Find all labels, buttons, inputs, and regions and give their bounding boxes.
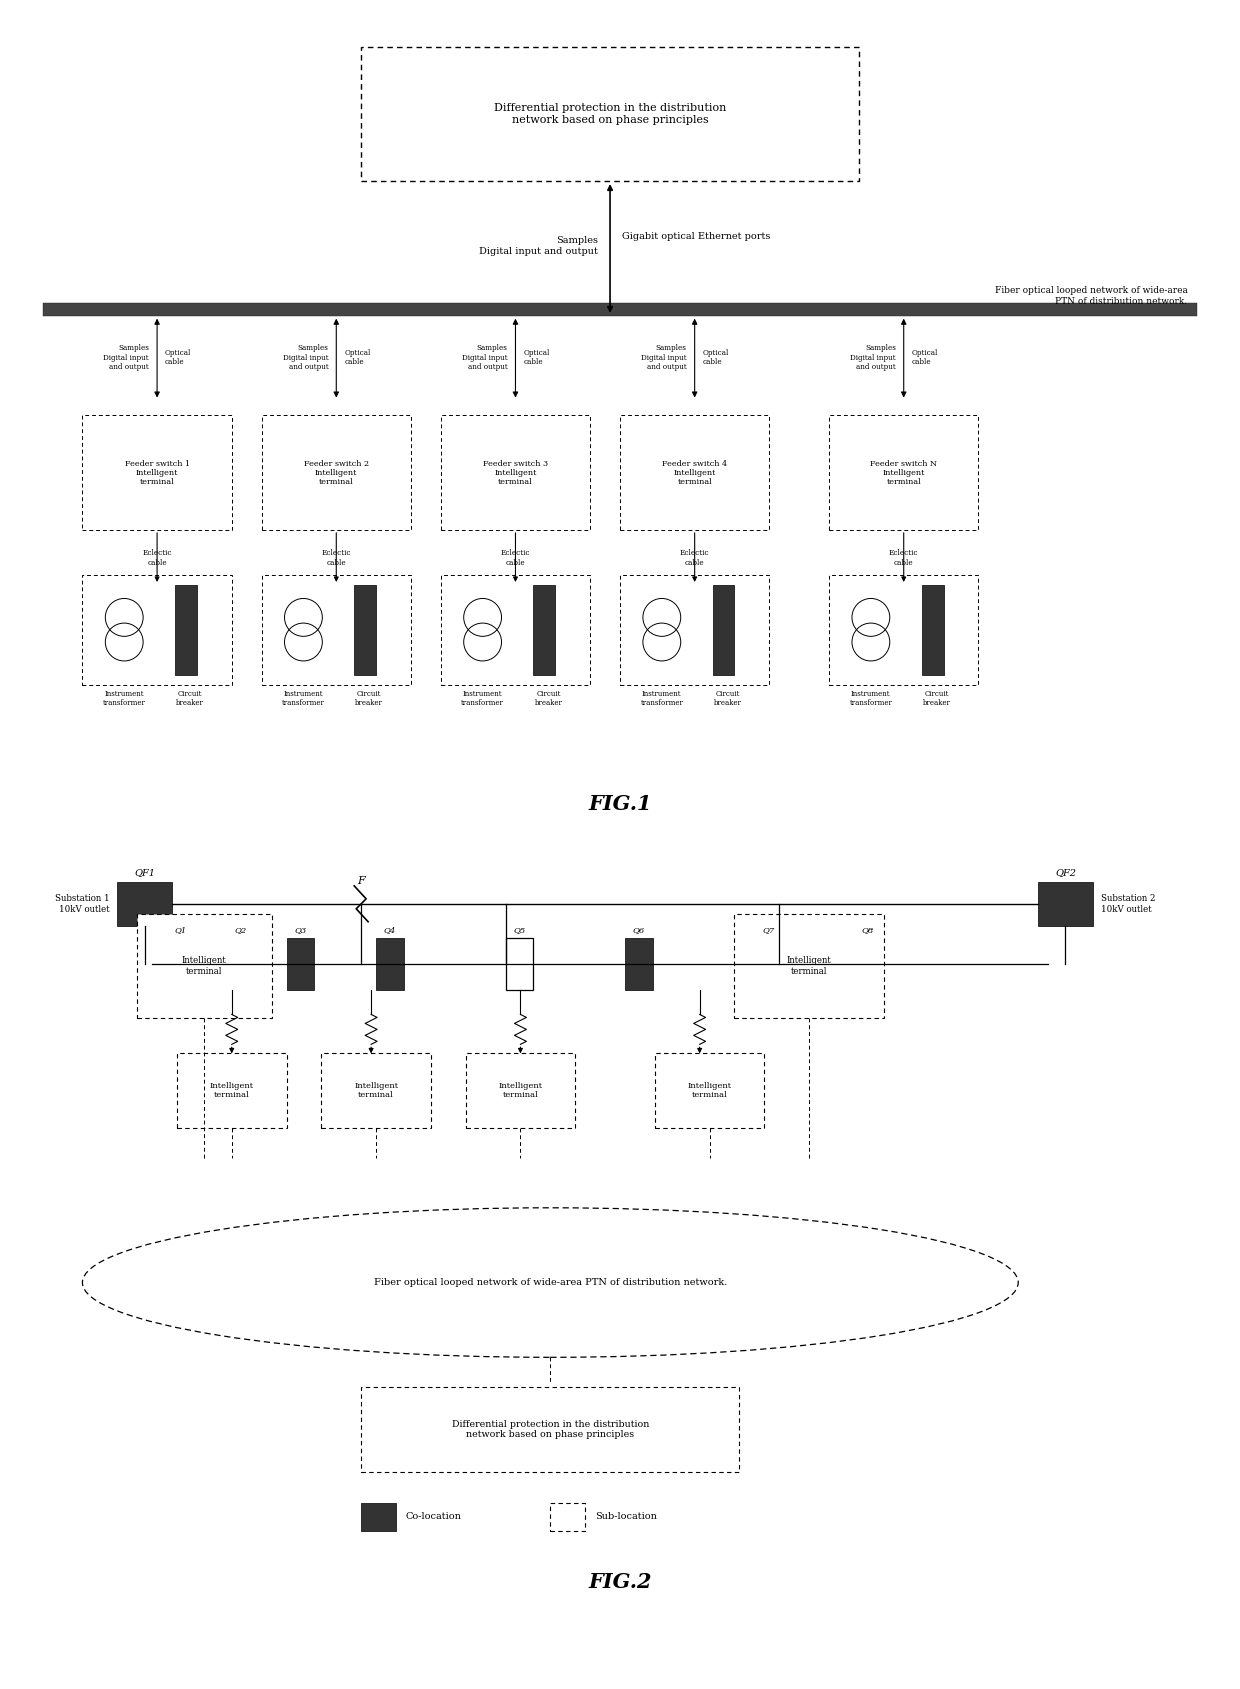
Text: Fiber optical looped network of wide-area
PTN of distribution network.: Fiber optical looped network of wide-are…	[994, 285, 1188, 306]
Text: Intelligent
terminal: Intelligent terminal	[687, 1083, 732, 1100]
Text: Gigabit optical Ethernet ports: Gigabit optical Ethernet ports	[622, 231, 770, 240]
FancyBboxPatch shape	[321, 1054, 430, 1128]
FancyBboxPatch shape	[167, 937, 195, 990]
Text: Samples
Digital input
and output: Samples Digital input and output	[283, 345, 329, 372]
Text: Optical
cable: Optical cable	[703, 350, 729, 367]
Text: Q1: Q1	[175, 926, 187, 934]
Text: Intelligent
terminal: Intelligent terminal	[182, 956, 227, 976]
Text: Instrument
transformer: Instrument transformer	[281, 689, 325, 706]
Text: Samples
Digital input
and output: Samples Digital input and output	[461, 345, 507, 372]
FancyBboxPatch shape	[830, 415, 978, 530]
FancyBboxPatch shape	[286, 937, 315, 990]
Text: Instrument
transformer: Instrument transformer	[461, 689, 503, 706]
Text: Q4: Q4	[384, 926, 396, 934]
FancyBboxPatch shape	[830, 574, 978, 684]
Text: Eclectic
cable: Eclectic cable	[501, 549, 531, 566]
FancyBboxPatch shape	[655, 1054, 764, 1128]
FancyBboxPatch shape	[376, 937, 404, 990]
FancyBboxPatch shape	[175, 584, 197, 674]
FancyBboxPatch shape	[1038, 882, 1092, 926]
Text: Substation 2
10kV outlet: Substation 2 10kV outlet	[1101, 893, 1156, 914]
Text: Feeder switch N
Intelligent
terminal: Feeder switch N Intelligent terminal	[870, 459, 937, 486]
Text: Substation 1
10kV outlet: Substation 1 10kV outlet	[55, 893, 109, 914]
Text: Circuit
breaker: Circuit breaker	[713, 689, 742, 706]
Text: Differential protection in the distribution
network based on phase principles: Differential protection in the distribut…	[451, 1420, 649, 1439]
Text: Feeder switch 2
Intelligent
terminal: Feeder switch 2 Intelligent terminal	[304, 459, 368, 486]
Text: Optical
cable: Optical cable	[165, 350, 191, 367]
Text: Instrument
transformer: Instrument transformer	[640, 689, 683, 706]
FancyBboxPatch shape	[82, 415, 232, 530]
Text: Intelligent
terminal: Intelligent terminal	[355, 1083, 398, 1100]
Text: Optical
cable: Optical cable	[911, 350, 939, 367]
FancyBboxPatch shape	[361, 1387, 739, 1471]
FancyBboxPatch shape	[262, 574, 410, 684]
Text: Intelligent
terminal: Intelligent terminal	[786, 956, 832, 976]
Text: Intelligent
terminal: Intelligent terminal	[210, 1083, 254, 1100]
FancyBboxPatch shape	[506, 937, 533, 990]
Text: Q2: Q2	[234, 926, 247, 934]
FancyBboxPatch shape	[118, 882, 172, 926]
Text: Feeder switch 4
Intelligent
terminal: Feeder switch 4 Intelligent terminal	[662, 459, 727, 486]
Text: Intelligent
terminal: Intelligent terminal	[498, 1083, 543, 1100]
Text: Instrument
transformer: Instrument transformer	[103, 689, 145, 706]
Text: Circuit
breaker: Circuit breaker	[923, 689, 951, 706]
Text: Samples
Digital input and output: Samples Digital input and output	[479, 236, 598, 255]
Text: Sub-location: Sub-location	[595, 1512, 657, 1522]
Text: QF1: QF1	[134, 868, 155, 877]
Text: Samples
Digital input
and output: Samples Digital input and output	[641, 345, 687, 372]
FancyBboxPatch shape	[754, 937, 782, 990]
FancyBboxPatch shape	[82, 574, 232, 684]
Text: Eclectic
cable: Eclectic cable	[321, 549, 351, 566]
FancyBboxPatch shape	[262, 415, 410, 530]
Text: Differential protection in the distribution
network based on phase principles: Differential protection in the distribut…	[494, 103, 727, 125]
Text: QF2: QF2	[1055, 868, 1076, 877]
Text: Optical
cable: Optical cable	[523, 350, 549, 367]
FancyBboxPatch shape	[625, 937, 652, 990]
FancyBboxPatch shape	[713, 584, 734, 674]
FancyBboxPatch shape	[734, 914, 884, 1018]
Text: Co-location: Co-location	[405, 1512, 461, 1522]
Text: FIG.2: FIG.2	[588, 1571, 652, 1591]
Text: Eclectic
cable: Eclectic cable	[889, 549, 919, 566]
Text: Circuit
breaker: Circuit breaker	[176, 689, 203, 706]
Text: Feeder switch 3
Intelligent
terminal: Feeder switch 3 Intelligent terminal	[482, 459, 548, 486]
Text: Instrument
transformer: Instrument transformer	[849, 689, 893, 706]
FancyBboxPatch shape	[138, 914, 272, 1018]
Text: Circuit
breaker: Circuit breaker	[355, 689, 383, 706]
Text: Feeder switch 1
Intelligent
terminal: Feeder switch 1 Intelligent terminal	[124, 459, 190, 486]
Text: Optical
cable: Optical cable	[345, 350, 371, 367]
Text: Fiber optical looped network of wide-area PTN of distribution network.: Fiber optical looped network of wide-are…	[373, 1279, 727, 1287]
FancyBboxPatch shape	[355, 584, 376, 674]
FancyBboxPatch shape	[620, 415, 769, 530]
FancyBboxPatch shape	[177, 1054, 286, 1128]
FancyBboxPatch shape	[440, 574, 590, 684]
FancyBboxPatch shape	[361, 1503, 396, 1530]
FancyBboxPatch shape	[227, 937, 254, 990]
Text: Eclectic
cable: Eclectic cable	[143, 549, 172, 566]
FancyBboxPatch shape	[533, 584, 556, 674]
Text: Q8: Q8	[862, 926, 874, 934]
Text: Samples
Digital input
and output: Samples Digital input and output	[103, 345, 149, 372]
Text: Eclectic
cable: Eclectic cable	[680, 549, 709, 566]
FancyBboxPatch shape	[921, 584, 944, 674]
FancyBboxPatch shape	[440, 415, 590, 530]
Text: Q7: Q7	[763, 926, 775, 934]
FancyBboxPatch shape	[361, 47, 859, 181]
Text: Circuit
breaker: Circuit breaker	[534, 689, 562, 706]
Ellipse shape	[82, 1208, 1018, 1358]
FancyBboxPatch shape	[42, 302, 1198, 316]
Text: Q5: Q5	[513, 926, 526, 934]
FancyBboxPatch shape	[620, 574, 769, 684]
Text: Q6: Q6	[632, 926, 645, 934]
FancyBboxPatch shape	[854, 937, 882, 990]
Text: Q3: Q3	[294, 926, 306, 934]
FancyBboxPatch shape	[551, 1503, 585, 1530]
Text: Samples
Digital input
and output: Samples Digital input and output	[851, 345, 895, 372]
FancyBboxPatch shape	[466, 1054, 575, 1128]
Text: FIG.1: FIG.1	[588, 794, 652, 814]
Text: F: F	[357, 877, 365, 885]
